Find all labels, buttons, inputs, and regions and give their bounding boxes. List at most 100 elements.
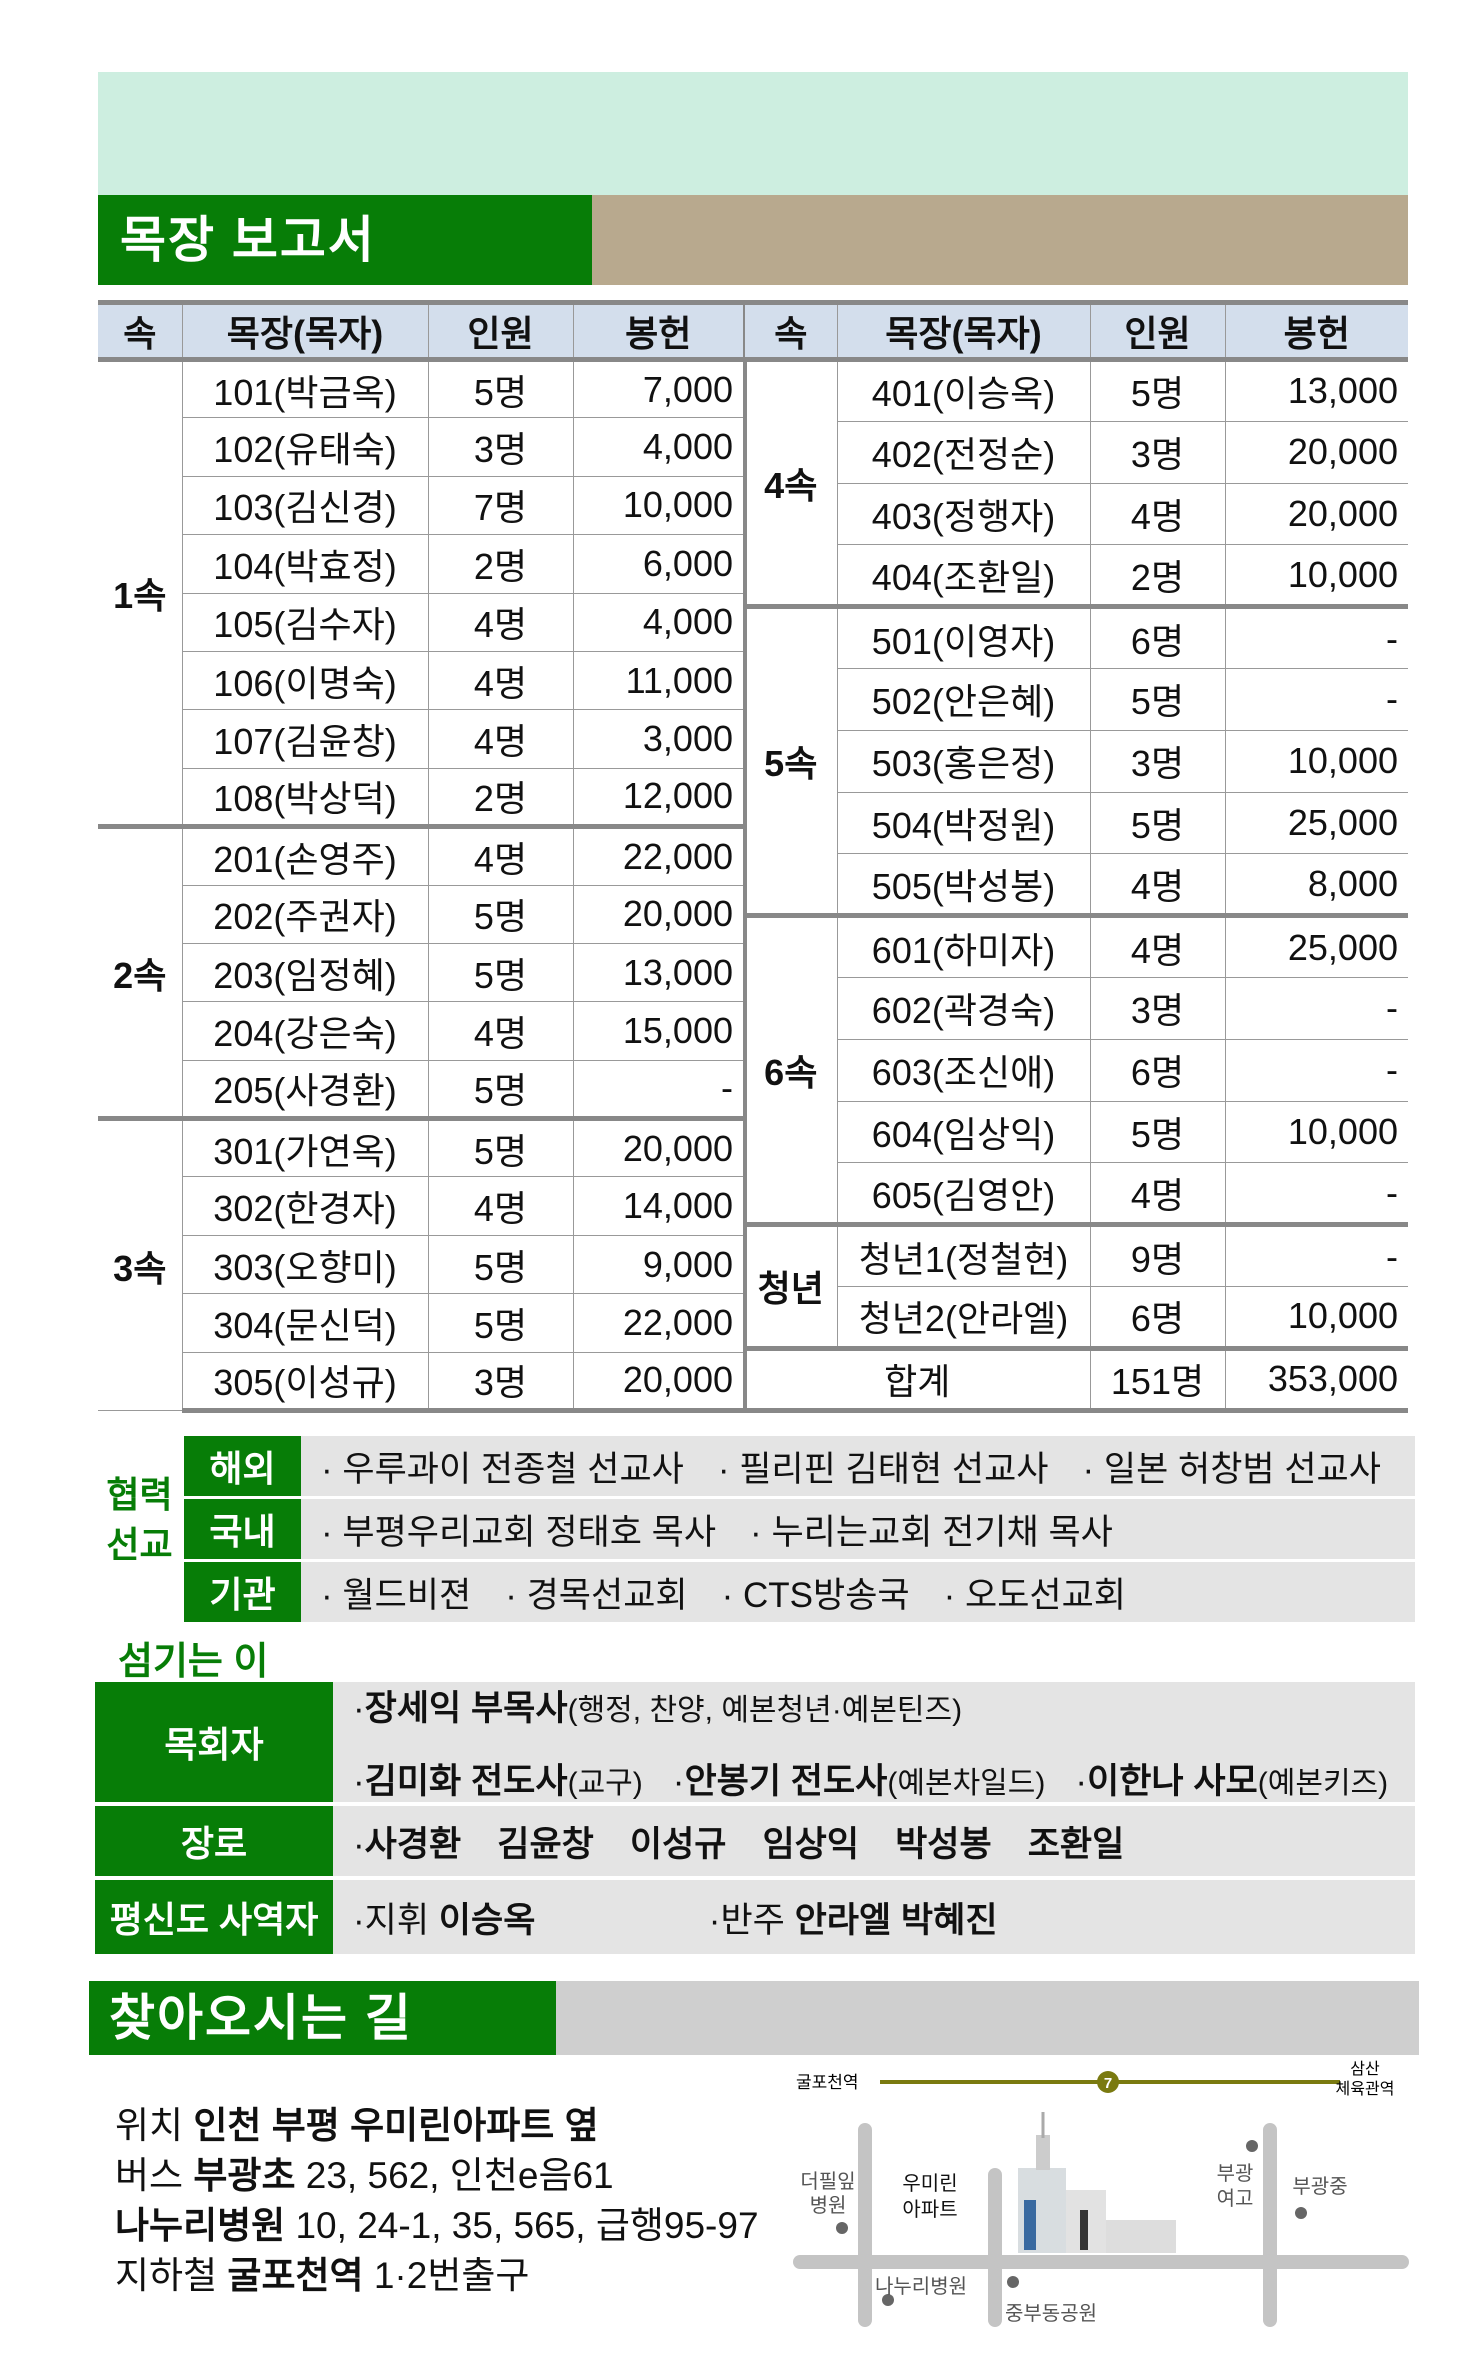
pastor-role: (행정, 찬양, 예본청년·예본틴즈) — [567, 1694, 963, 1727]
offering-amount: 13,000 — [1224, 359, 1408, 422]
offering-amount: 12,000 — [572, 767, 747, 828]
table-row: 2속 201(손영주) 4명 22,000 — [98, 824, 747, 1120]
table-row: 304(문신덕) 5명 22,000 — [98, 1293, 747, 1353]
offering-amount: - — [1224, 604, 1408, 669]
table-row: 302(한경자) 4명 14,000 — [98, 1176, 747, 1236]
total-amount: 353,000 — [1224, 1345, 1408, 1413]
table-row: 6속 601(하미자) 4명 25,000 — [745, 913, 1408, 1226]
col-header-group: 속 — [745, 300, 838, 362]
mission-category: 기관 — [184, 1562, 301, 1622]
table-row: 605(김영안) 4명 - — [745, 1162, 1408, 1226]
col-header-cell: 목장(목자) — [181, 300, 429, 362]
direction-line: 지하철 굴포천역 1·2번출구 — [115, 2245, 529, 2299]
map: 7 굴포천역 삼산 체육관역 더필잎 병원 우미린 아파트 부광 여고 부광중 … — [793, 2060, 1409, 2327]
station-label: 굴포천역 — [796, 2073, 859, 2092]
people-count: 5명 — [1089, 791, 1226, 855]
report-table-right: 속 목장(목자) 인원 봉헌 4속 401(이승옥) 5명 13,000 402(전정순… — [745, 300, 1408, 1413]
map-label: 병원 — [810, 2194, 847, 2217]
mission-label-line: 선교 — [106, 1524, 173, 1565]
people-count: 4명 — [427, 1001, 574, 1061]
cell-name: 204(강은숙) — [182, 1001, 429, 1061]
cell-name: 304(문신덕) — [182, 1293, 429, 1353]
people-count: 4명 — [427, 1176, 574, 1236]
lay-name: 안라엘 박혜진 — [794, 1900, 998, 1940]
people-count: 4명 — [427, 592, 574, 652]
mission-row: 해외 우루과이 전종철 선교사 필리핀 김태현 선교사 일본 허창범 선교사 — [184, 1436, 1415, 1496]
table-row: 103(김신경) 7명 10,000 — [98, 475, 747, 536]
pastor-role: (예본차일드) — [887, 1767, 1046, 1800]
line-number: 7 — [1104, 2075, 1112, 2092]
table-row: 1속 101(박금옥) 5명 7,000 — [98, 358, 747, 828]
table-row: 202(주권자) 5명 20,000 — [98, 884, 747, 944]
direction-bold: 굴포천역 — [227, 2255, 364, 2296]
direction-line: 위치 인천 부평 우미린아파트 옆 — [115, 2095, 599, 2149]
people-count: 5명 — [1089, 359, 1226, 422]
direction-rest: 23, 562, 인천e음61 — [295, 2155, 614, 2196]
cell-name: 303(오향미) — [182, 1234, 429, 1295]
group-label: 4속 — [745, 358, 838, 608]
mission-items: 월드비젼 경목선교회 CTS방송국 오도선교회 — [301, 1562, 1415, 1622]
offering-amount: 7,000 — [572, 358, 747, 419]
offering-amount: 11,000 — [572, 650, 747, 711]
cell-name: 604(임상익) — [837, 1100, 1091, 1164]
offering-amount: 22,000 — [572, 1293, 747, 1353]
mission-item: 누리는교회 전기채 목사 — [750, 1504, 1112, 1555]
map-label: 나누리병원 — [875, 2275, 967, 2298]
people-count: 5명 — [427, 1059, 574, 1120]
table-row: 404(조환일) 2명 10,000 — [745, 544, 1408, 608]
elder-name: 조환일 — [1027, 1824, 1125, 1864]
cell-name: 청년2(안라엘) — [837, 1285, 1091, 1349]
title-bar-fill — [592, 195, 1408, 285]
offering-amount: - — [1224, 1162, 1408, 1226]
mission-item: 월드비젼 — [321, 1567, 471, 1618]
offering-amount: 22,000 — [572, 824, 747, 886]
cell-name: 107(김윤창) — [182, 709, 429, 769]
offering-amount: 4,000 — [572, 592, 747, 652]
offering-amount: 25,000 — [1224, 913, 1408, 978]
elder-name: 사경환 — [364, 1824, 462, 1864]
offering-amount: 14,000 — [572, 1176, 747, 1236]
cell-name: 302(한경자) — [182, 1176, 429, 1236]
cell-name: 404(조환일) — [837, 544, 1091, 608]
people-count: 3명 — [427, 1351, 574, 1414]
directions-bar-fill — [556, 1981, 1419, 2055]
people-count: 2명 — [427, 534, 574, 594]
group-label: 3속 — [98, 1116, 183, 1412]
offering-amount: 15,000 — [572, 1001, 747, 1061]
cell-name: 202(주권자) — [182, 884, 429, 944]
total-label: 합계 — [745, 1345, 1091, 1413]
people-count: 3명 — [1089, 420, 1226, 484]
church-building-icon — [1018, 2112, 1176, 2253]
cell-name: 601(하미자) — [836, 913, 1091, 978]
table-row: 603(조신애) 6명 - — [745, 1038, 1408, 1102]
offering-amount: 9,000 — [572, 1234, 747, 1295]
table-row: 303(오향미) 5명 9,000 — [98, 1234, 747, 1295]
table-row: 청년 청년1(정철현) 9명 - — [745, 1222, 1408, 1349]
mission-category: 해외 — [184, 1436, 301, 1496]
col-header-offering: 봉헌 — [1224, 300, 1408, 362]
offering-amount: 20,000 — [1224, 482, 1408, 546]
table-row: 4속 401(이승옥) 5명 13,000 — [745, 358, 1408, 608]
col-header-people: 인원 — [427, 300, 574, 362]
offering-amount: 20,000 — [572, 884, 747, 944]
mission-items: 우루과이 전종철 선교사 필리핀 김태현 선교사 일본 허창범 선교사 — [301, 1436, 1415, 1496]
pastor-role: (예본키즈) — [1257, 1767, 1389, 1800]
people-count: 9명 — [1089, 1222, 1226, 1287]
table-row: 108(박상덕) 2명 12,000 — [98, 767, 747, 828]
mission-item: 경목선교회 — [505, 1567, 688, 1618]
mission-items: 부평우리교회 정태호 목사 누리는교회 전기채 목사 — [301, 1499, 1415, 1559]
direction-bold: 부광초 — [193, 2155, 296, 2196]
servants-title: 섬기는 이 — [118, 1641, 269, 1683]
table-row: 104(박효정) 2명 6,000 — [98, 534, 747, 594]
people-count: 6명 — [1089, 604, 1226, 669]
total-people: 151명 — [1089, 1345, 1226, 1413]
lay-name: 이승옥 — [438, 1900, 536, 1940]
cell-name: 305(이성규) — [182, 1351, 429, 1414]
people-count: 5명 — [1089, 1100, 1226, 1164]
direction-label: 버스 — [115, 2155, 184, 2196]
cell-name: 602(곽경숙) — [837, 976, 1091, 1040]
col-header-people: 인원 — [1089, 300, 1226, 362]
elder-name: 박성봉 — [895, 1824, 992, 1864]
map-label: 부광 — [1217, 2162, 1254, 2185]
direction-bold: 인천 부평 우미린아파트 옆 — [193, 2105, 599, 2146]
